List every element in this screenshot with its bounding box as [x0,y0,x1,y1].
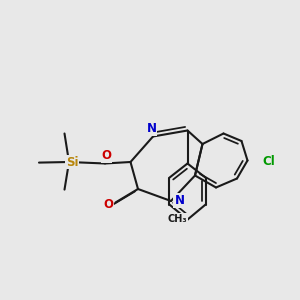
Text: CH₃: CH₃ [167,214,187,224]
Text: N: N [146,122,157,136]
Text: Cl: Cl [262,154,275,168]
Text: Si: Si [66,155,78,169]
Text: N: N [174,194,184,207]
Text: O: O [101,148,112,162]
Text: O: O [103,197,113,211]
